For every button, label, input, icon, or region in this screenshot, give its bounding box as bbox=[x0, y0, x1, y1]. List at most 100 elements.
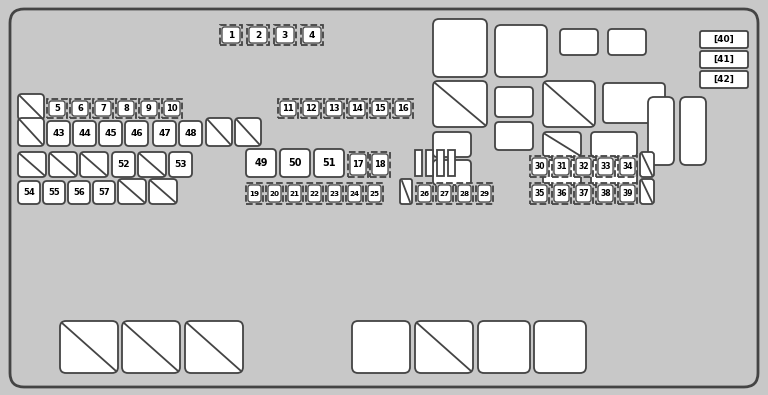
Bar bbox=[416, 183, 433, 204]
FancyBboxPatch shape bbox=[308, 185, 321, 202]
FancyBboxPatch shape bbox=[620, 185, 635, 202]
FancyBboxPatch shape bbox=[591, 160, 637, 185]
Text: 1: 1 bbox=[228, 30, 234, 40]
Bar bbox=[448, 150, 455, 176]
Bar bbox=[266, 183, 283, 204]
FancyBboxPatch shape bbox=[118, 101, 134, 116]
FancyBboxPatch shape bbox=[350, 154, 366, 175]
Bar bbox=[278, 99, 298, 118]
FancyBboxPatch shape bbox=[222, 27, 240, 43]
Text: 22: 22 bbox=[310, 190, 319, 196]
Text: 30: 30 bbox=[535, 162, 545, 171]
FancyBboxPatch shape bbox=[603, 83, 665, 123]
FancyBboxPatch shape bbox=[700, 51, 748, 68]
FancyBboxPatch shape bbox=[458, 185, 471, 202]
FancyBboxPatch shape bbox=[640, 179, 654, 204]
Bar bbox=[220, 25, 242, 45]
FancyBboxPatch shape bbox=[598, 158, 613, 175]
FancyBboxPatch shape bbox=[591, 132, 637, 157]
Bar bbox=[301, 25, 323, 45]
Text: 6: 6 bbox=[77, 104, 83, 113]
FancyBboxPatch shape bbox=[249, 27, 267, 43]
Bar bbox=[437, 150, 444, 176]
Text: 44: 44 bbox=[78, 129, 91, 138]
Bar bbox=[618, 183, 637, 204]
FancyBboxPatch shape bbox=[10, 9, 758, 387]
FancyBboxPatch shape bbox=[93, 181, 115, 204]
Bar bbox=[596, 156, 615, 177]
Bar bbox=[247, 25, 269, 45]
FancyBboxPatch shape bbox=[138, 152, 166, 177]
Bar bbox=[348, 152, 368, 177]
Bar bbox=[47, 99, 67, 118]
Text: 12: 12 bbox=[305, 104, 317, 113]
FancyBboxPatch shape bbox=[99, 121, 122, 146]
FancyBboxPatch shape bbox=[303, 101, 319, 116]
FancyBboxPatch shape bbox=[206, 118, 232, 146]
FancyBboxPatch shape bbox=[700, 31, 748, 48]
FancyBboxPatch shape bbox=[368, 185, 381, 202]
FancyBboxPatch shape bbox=[125, 121, 148, 146]
Text: 14: 14 bbox=[351, 104, 362, 113]
Bar bbox=[415, 150, 422, 176]
Text: 21: 21 bbox=[290, 190, 300, 196]
FancyBboxPatch shape bbox=[543, 132, 581, 157]
Bar bbox=[476, 183, 493, 204]
Text: 43: 43 bbox=[52, 129, 65, 138]
Text: 39: 39 bbox=[622, 189, 633, 198]
Text: 34: 34 bbox=[622, 162, 633, 171]
Bar bbox=[436, 183, 453, 204]
FancyBboxPatch shape bbox=[352, 321, 410, 373]
Bar bbox=[393, 99, 413, 118]
Bar bbox=[574, 156, 593, 177]
Text: 45: 45 bbox=[104, 129, 117, 138]
Bar bbox=[574, 183, 593, 204]
FancyBboxPatch shape bbox=[179, 121, 202, 146]
Text: [41]: [41] bbox=[713, 55, 734, 64]
FancyBboxPatch shape bbox=[328, 185, 341, 202]
Text: 36: 36 bbox=[556, 189, 567, 198]
FancyBboxPatch shape bbox=[433, 19, 487, 77]
FancyBboxPatch shape bbox=[164, 101, 180, 116]
Text: 16: 16 bbox=[397, 104, 409, 113]
Text: 37: 37 bbox=[578, 189, 589, 198]
FancyBboxPatch shape bbox=[543, 81, 595, 127]
Bar bbox=[139, 99, 159, 118]
FancyBboxPatch shape bbox=[314, 149, 344, 177]
Text: [42]: [42] bbox=[713, 75, 734, 83]
Bar bbox=[70, 99, 90, 118]
FancyBboxPatch shape bbox=[478, 185, 491, 202]
FancyBboxPatch shape bbox=[280, 149, 310, 177]
Text: 18: 18 bbox=[374, 160, 386, 169]
Text: 56: 56 bbox=[73, 188, 85, 197]
FancyBboxPatch shape bbox=[153, 121, 176, 146]
FancyBboxPatch shape bbox=[648, 97, 674, 165]
FancyBboxPatch shape bbox=[400, 179, 412, 204]
FancyBboxPatch shape bbox=[433, 160, 471, 185]
FancyBboxPatch shape bbox=[395, 101, 411, 116]
FancyBboxPatch shape bbox=[235, 118, 261, 146]
Bar bbox=[93, 99, 113, 118]
FancyBboxPatch shape bbox=[433, 81, 487, 127]
FancyBboxPatch shape bbox=[248, 185, 261, 202]
FancyBboxPatch shape bbox=[576, 158, 591, 175]
Text: 55: 55 bbox=[48, 188, 60, 197]
Text: 17: 17 bbox=[353, 160, 364, 169]
FancyBboxPatch shape bbox=[49, 152, 77, 177]
Bar bbox=[246, 183, 263, 204]
FancyBboxPatch shape bbox=[326, 101, 342, 116]
Text: 10: 10 bbox=[166, 104, 178, 113]
Text: 28: 28 bbox=[459, 190, 469, 196]
Text: 49: 49 bbox=[254, 158, 268, 168]
Text: 3: 3 bbox=[282, 30, 288, 40]
Text: 51: 51 bbox=[323, 158, 336, 168]
FancyBboxPatch shape bbox=[303, 27, 321, 43]
FancyBboxPatch shape bbox=[478, 321, 530, 373]
Bar bbox=[456, 183, 473, 204]
FancyBboxPatch shape bbox=[554, 185, 569, 202]
Bar bbox=[618, 156, 637, 177]
FancyBboxPatch shape bbox=[60, 321, 118, 373]
Text: 4: 4 bbox=[309, 30, 315, 40]
FancyBboxPatch shape bbox=[280, 101, 296, 116]
FancyBboxPatch shape bbox=[246, 149, 276, 177]
